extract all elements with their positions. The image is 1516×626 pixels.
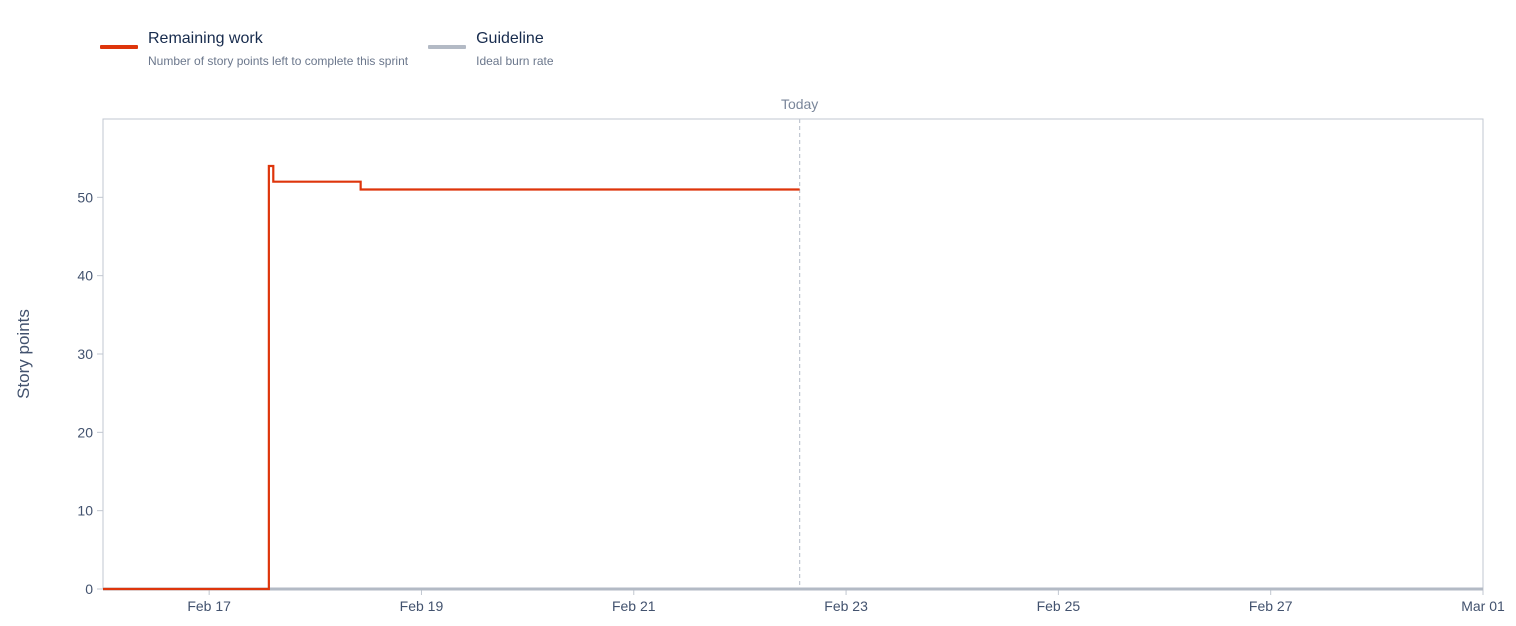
y-tick-label: 40 <box>77 268 93 284</box>
legend-text: Guideline Ideal burn rate <box>476 28 553 70</box>
y-axis-title: Story points <box>14 309 33 399</box>
y-tick-label: 10 <box>77 503 93 519</box>
legend-item-remaining-work[interactable]: Remaining work Number of story points le… <box>100 28 408 70</box>
y-tick-label: 0 <box>85 581 93 597</box>
y-tick-label: 30 <box>77 346 93 362</box>
remaining-work-series-line <box>103 164 800 591</box>
y-tick-label: 50 <box>77 189 93 205</box>
legend-text: Remaining work Number of story points le… <box>148 28 408 70</box>
legend-title-remaining-work: Remaining work <box>148 30 263 47</box>
remaining-work-swatch <box>100 45 138 49</box>
x-tick-label: Feb 23 <box>824 598 868 614</box>
guideline-swatch <box>428 45 467 49</box>
legend-title-guideline: Guideline <box>476 30 544 47</box>
y-tick-label: 20 <box>77 424 93 440</box>
x-tick-label: Feb 25 <box>1037 598 1081 614</box>
legend-subtitle-guideline: Ideal burn rate <box>476 54 554 68</box>
today-label: Today <box>781 96 818 112</box>
x-tick-label: Feb 21 <box>612 598 656 614</box>
x-tick-label: Feb 19 <box>400 598 444 614</box>
x-tick-label: Feb 27 <box>1249 598 1293 614</box>
x-tick-label: Feb 17 <box>187 598 231 614</box>
legend-item-guideline[interactable]: Guideline Ideal burn rate <box>428 28 554 70</box>
chart-legend: Remaining work Number of story points le… <box>100 28 554 70</box>
legend-subtitle-remaining-work: Number of story points left to complete … <box>148 54 409 68</box>
x-tick-label: Mar 01 <box>1461 598 1505 614</box>
